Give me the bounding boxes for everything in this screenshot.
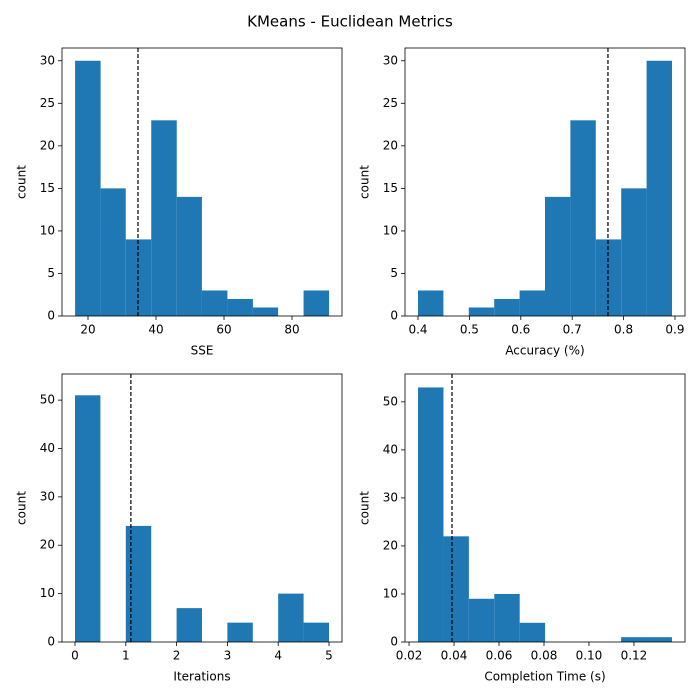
y-tick-label: 0 <box>47 309 55 323</box>
bar <box>252 307 279 316</box>
x-tick-label: 0.8 <box>614 323 633 337</box>
bar <box>100 188 126 316</box>
bar <box>519 290 545 316</box>
x-axis-label: Completion Time (s) <box>484 670 605 684</box>
y-tick-label: 30 <box>383 53 398 67</box>
y-axis-label: count <box>358 165 372 199</box>
x-tick-label: 1 <box>122 649 130 663</box>
x-tick-label: 0.06 <box>486 649 513 663</box>
x-tick-label: 0.02 <box>396 649 423 663</box>
y-axis-label: count <box>358 491 372 525</box>
y-tick-label: 5 <box>47 266 55 280</box>
bar <box>494 593 520 642</box>
bar <box>75 60 101 317</box>
y-tick-label: 50 <box>40 393 55 407</box>
bar <box>418 387 444 642</box>
x-tick-label: 0.4 <box>408 323 427 337</box>
y-tick-label: 25 <box>383 96 398 110</box>
y-tick-label: 15 <box>383 181 398 195</box>
x-axis-label: Iterations <box>173 670 230 684</box>
x-tick-label: 3 <box>224 649 232 663</box>
bar <box>176 608 202 642</box>
bar <box>151 120 177 316</box>
x-tick-label: 0.6 <box>511 323 530 337</box>
bar <box>545 196 571 316</box>
y-tick-label: 10 <box>40 223 55 237</box>
y-tick-label: 20 <box>40 138 55 152</box>
y-tick-label: 15 <box>40 181 55 195</box>
bar <box>621 637 647 642</box>
x-tick-label: 80 <box>284 323 299 337</box>
x-axis-label: SSE <box>191 344 214 358</box>
figure-title: KMeans - Euclidean Metrics <box>247 13 453 31</box>
bar <box>646 60 672 317</box>
x-axis-label: Accuracy (%) <box>505 344 584 358</box>
y-tick-label: 30 <box>383 490 398 504</box>
y-tick-label: 20 <box>383 538 398 552</box>
y-tick-label: 0 <box>390 309 398 323</box>
bar <box>468 307 495 316</box>
y-tick-label: 50 <box>383 394 398 408</box>
axes-frame <box>404 373 686 643</box>
y-tick-label: 10 <box>383 586 398 600</box>
x-tick-label: 0.9 <box>665 323 684 337</box>
axes-frame <box>61 373 343 643</box>
subplot: 0.4 0.5 0.6 0.7 0.8 0.9 0 5 10 15 20 25 30 Accuracy (… <box>358 47 686 358</box>
bar <box>418 290 444 316</box>
y-tick-label: 40 <box>383 442 398 456</box>
x-tick-label: 0.7 <box>563 323 582 337</box>
y-tick-label: 30 <box>40 53 55 67</box>
y-axis-label: count <box>15 165 29 199</box>
x-tick-label: 20 <box>80 323 95 337</box>
y-tick-label: 20 <box>40 538 55 552</box>
y-axis-label: count <box>15 491 29 525</box>
bar <box>278 593 304 642</box>
y-tick-label: 5 <box>390 266 398 280</box>
x-tick-label: 2 <box>173 649 181 663</box>
y-tick-label: 0 <box>47 635 55 649</box>
bar <box>227 622 253 642</box>
bar <box>303 290 330 316</box>
axes-frame <box>404 47 686 317</box>
bar <box>125 525 152 642</box>
bar <box>303 622 329 642</box>
bar <box>201 290 228 316</box>
bar <box>75 395 101 642</box>
y-tick-label: 0 <box>390 635 398 649</box>
bar <box>621 188 647 316</box>
y-tick-label: 30 <box>40 489 55 503</box>
x-tick-label: 60 <box>216 323 231 337</box>
bar <box>570 120 596 316</box>
axes-frame <box>61 47 343 317</box>
x-tick-label: 0.12 <box>621 649 648 663</box>
x-tick-label: 0.08 <box>531 649 558 663</box>
x-tick-label: 0 <box>71 649 79 663</box>
y-tick-label: 40 <box>40 441 55 455</box>
x-tick-label: 5 <box>325 649 333 663</box>
y-tick-label: 10 <box>40 586 55 600</box>
bar <box>646 637 672 642</box>
bar <box>227 298 253 316</box>
y-tick-label: 10 <box>383 223 398 237</box>
x-tick-label: 0.5 <box>460 323 479 337</box>
bar <box>176 196 202 316</box>
x-tick-label: 0.04 <box>441 649 468 663</box>
x-tick-label: 40 <box>148 323 163 337</box>
bar <box>494 298 520 316</box>
x-tick-label: 0.10 <box>576 649 603 663</box>
subplot: 0.02 0.04 0.06 0.08 0.10 0.12 0 10 20 30 40 50 Compl… <box>358 373 686 684</box>
x-tick-label: 4 <box>274 649 282 663</box>
bar <box>468 598 495 642</box>
y-tick-label: 20 <box>383 138 398 152</box>
bar <box>519 622 546 642</box>
subplot: 20 40 60 80 0 5 10 15 20 25 30 SSE count <box>15 47 343 358</box>
bar <box>443 536 469 642</box>
y-tick-label: 25 <box>40 96 55 110</box>
